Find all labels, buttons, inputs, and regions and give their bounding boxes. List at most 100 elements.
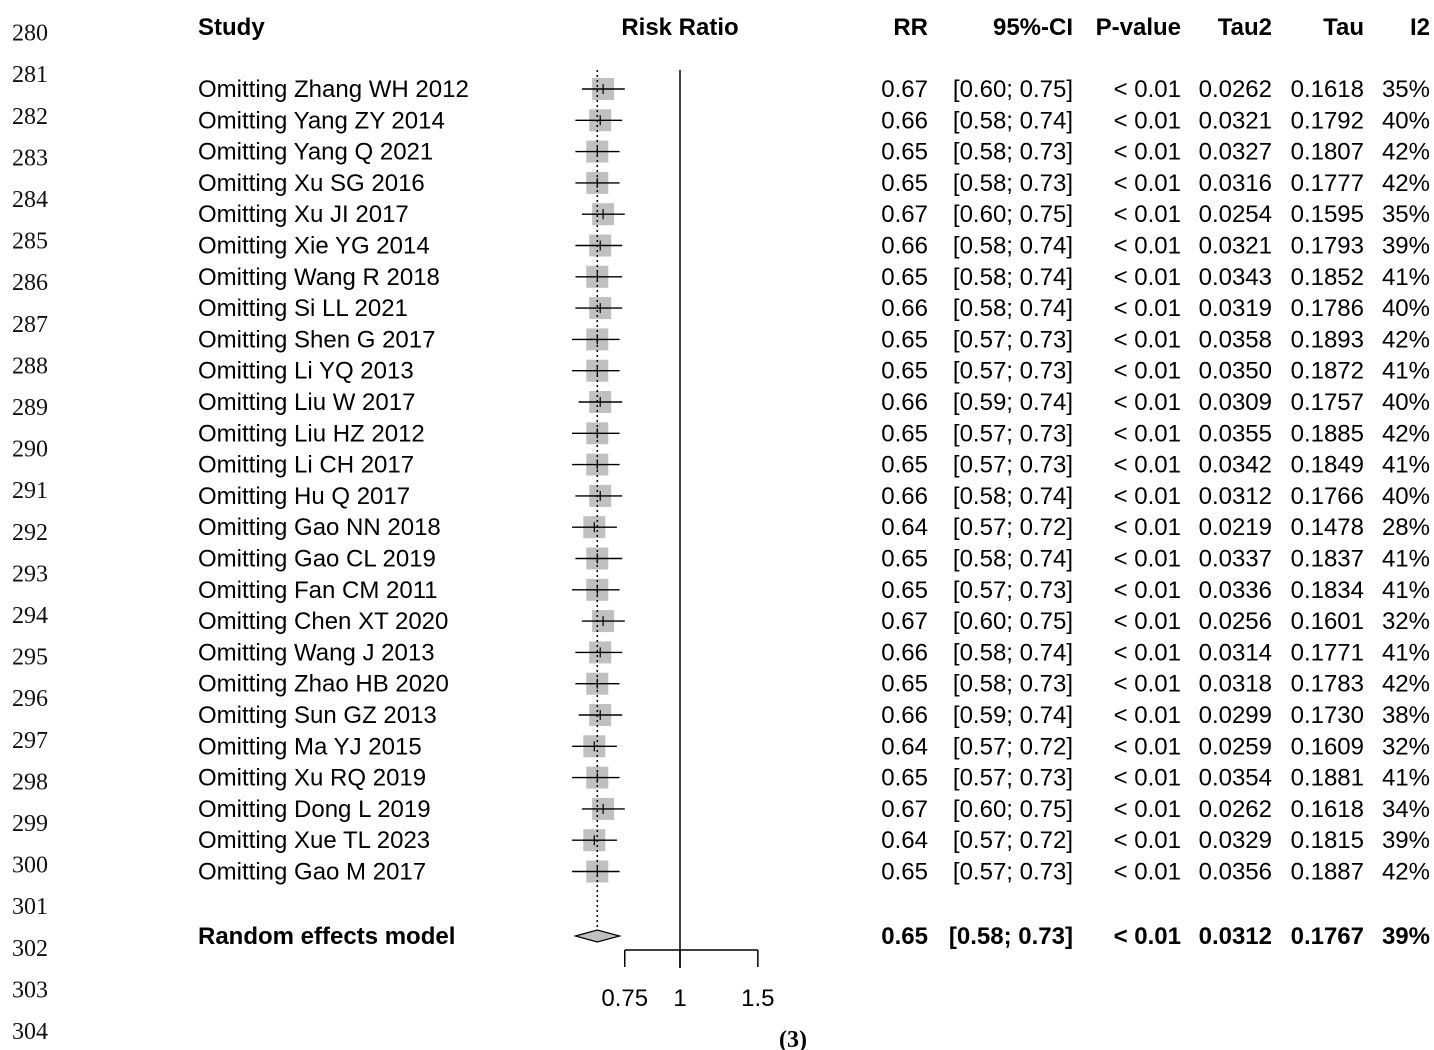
header-tau2: Tau2 xyxy=(1218,14,1272,41)
ci-value: [0.59; 0.74] xyxy=(953,389,1073,416)
rr-value: 0.65 xyxy=(881,139,928,166)
tau2-value: 0.0358 xyxy=(1199,326,1272,353)
tau-value: 0.1881 xyxy=(1291,765,1364,792)
study-label: Omitting Li YQ 2013 xyxy=(198,358,414,385)
tau-value: 0.1807 xyxy=(1291,139,1364,166)
study-label: Omitting Gao NN 2018 xyxy=(198,514,441,541)
study-label: Omitting Xie YG 2014 xyxy=(198,233,430,260)
tau-value: 0.1757 xyxy=(1291,389,1364,416)
rr-value: 0.65 xyxy=(881,264,928,291)
study-row: Omitting Yang ZY 2014 0.66 [0.58; 0.74] < 0… xyxy=(198,107,1430,134)
axis-tick-label: 0.75 xyxy=(601,985,648,1012)
tau2-value: 0.0309 xyxy=(1199,389,1272,416)
header-ci: 95%-CI xyxy=(993,14,1073,41)
tau-value: 0.1893 xyxy=(1291,326,1364,353)
x-axis: 0.75 1 1.5 xyxy=(601,70,775,1012)
i2-value: 41% xyxy=(1382,765,1430,792)
tau-value: 0.1478 xyxy=(1291,514,1364,541)
p-value: < 0.01 xyxy=(1114,170,1181,197)
ci-value: [0.57; 0.72] xyxy=(953,827,1073,854)
study-label: Omitting Gao CL 2019 xyxy=(198,546,436,573)
rr-value: 0.67 xyxy=(881,796,928,823)
ci-value: [0.57; 0.73] xyxy=(953,358,1073,385)
tau2-value: 0.0321 xyxy=(1199,107,1272,134)
axis-tick-label: 1 xyxy=(673,985,686,1012)
tau2-value: 0.0350 xyxy=(1199,358,1272,385)
i2-value: 39% xyxy=(1382,923,1430,950)
tau2-value: 0.0354 xyxy=(1199,765,1272,792)
i2-value: 41% xyxy=(1382,358,1430,385)
line-number: 302 xyxy=(12,936,48,962)
tau-value: 0.1777 xyxy=(1291,170,1364,197)
p-value: < 0.01 xyxy=(1114,733,1181,760)
line-number: 299 xyxy=(12,811,48,837)
line-number: 297 xyxy=(12,728,48,754)
p-value: < 0.01 xyxy=(1114,76,1181,103)
rr-value: 0.65 xyxy=(881,765,928,792)
ci-value: [0.60; 0.75] xyxy=(953,76,1073,103)
ci-value: [0.57; 0.73] xyxy=(953,765,1073,792)
tau-value: 0.1730 xyxy=(1291,702,1364,729)
i2-value: 42% xyxy=(1382,170,1430,197)
tau2-value: 0.0356 xyxy=(1199,859,1272,886)
p-value: < 0.01 xyxy=(1114,295,1181,322)
ci-value: [0.58; 0.74] xyxy=(953,639,1073,666)
study-row: Omitting Hu Q 2017 0.66 [0.58; 0.74] < 0.01… xyxy=(198,483,1430,510)
tau-value: 0.1766 xyxy=(1291,483,1364,510)
p-value: < 0.01 xyxy=(1114,420,1181,447)
tau-value: 0.1771 xyxy=(1291,639,1364,666)
rr-value: 0.66 xyxy=(881,639,928,666)
study-label: Omitting Hu Q 2017 xyxy=(198,483,410,510)
tau2-value: 0.0343 xyxy=(1199,264,1272,291)
study-row: Omitting Liu HZ 2012 0.65 [0.57; 0.73] < 0.… xyxy=(198,420,1430,447)
tau2-value: 0.0312 xyxy=(1199,483,1272,510)
p-value: < 0.01 xyxy=(1114,358,1181,385)
line-number: 285 xyxy=(12,229,48,255)
p-value: < 0.01 xyxy=(1114,546,1181,573)
line-number: 294 xyxy=(12,603,48,629)
tau2-value: 0.0336 xyxy=(1199,577,1272,604)
tau-value: 0.1618 xyxy=(1291,796,1364,823)
tau2-value: 0.0262 xyxy=(1199,76,1272,103)
study-row: Omitting Sun GZ 2013 0.66 [0.59; 0.74] < 0.… xyxy=(198,702,1430,729)
study-label: Random effects model xyxy=(198,923,455,950)
p-value: < 0.01 xyxy=(1114,671,1181,698)
study-row: Omitting Zhao HB 2020 0.65 [0.58; 0.73] < 0… xyxy=(198,671,1430,698)
p-value: < 0.01 xyxy=(1114,233,1181,260)
rr-value: 0.66 xyxy=(881,389,928,416)
study-label: Omitting Li CH 2017 xyxy=(198,452,414,479)
panel-label: (3) xyxy=(779,1027,807,1050)
p-value: < 0.01 xyxy=(1114,389,1181,416)
study-row: Omitting Gao NN 2018 0.64 [0.57; 0.72] < 0.… xyxy=(198,514,1430,541)
line-number: 286 xyxy=(12,270,48,296)
study-row: Omitting Yang Q 2021 0.65 [0.58; 0.73] < 0.… xyxy=(198,139,1430,166)
ci-value: [0.58; 0.74] xyxy=(953,295,1073,322)
i2-value: 32% xyxy=(1382,608,1430,635)
rr-value: 0.66 xyxy=(881,107,928,134)
study-rows: Omitting Zhang WH 2012 0.67 [0.60; 0.75] < … xyxy=(198,70,1430,950)
line-number: 283 xyxy=(12,145,48,171)
study-label: Omitting Wang J 2013 xyxy=(198,639,435,666)
study-label: Omitting Fan CM 2011 xyxy=(198,577,438,604)
rr-value: 0.66 xyxy=(881,702,928,729)
p-value: < 0.01 xyxy=(1114,765,1181,792)
tau-value: 0.1815 xyxy=(1291,827,1364,854)
i2-value: 42% xyxy=(1382,326,1430,353)
study-label: Omitting Chen XT 2020 xyxy=(198,608,448,635)
rr-value: 0.65 xyxy=(881,923,928,950)
p-value: < 0.01 xyxy=(1114,201,1181,228)
ci-value: [0.58; 0.73] xyxy=(953,170,1073,197)
i2-value: 28% xyxy=(1382,514,1430,541)
rr-value: 0.65 xyxy=(881,577,928,604)
tau2-value: 0.0316 xyxy=(1199,170,1272,197)
tau2-value: 0.0314 xyxy=(1199,639,1272,666)
ci-value: [0.57; 0.72] xyxy=(953,514,1073,541)
study-row: Omitting Chen XT 2020 0.67 [0.60; 0.75] < 0… xyxy=(198,608,1430,635)
ci-value: [0.60; 0.75] xyxy=(953,201,1073,228)
p-value: < 0.01 xyxy=(1114,264,1181,291)
p-value: < 0.01 xyxy=(1114,577,1181,604)
tau-value: 0.1793 xyxy=(1291,233,1364,260)
line-number: 295 xyxy=(12,645,48,671)
study-row: Omitting Fan CM 2011 0.65 [0.57; 0.73] < 0.… xyxy=(198,577,1430,604)
header-study: Study xyxy=(198,14,265,41)
